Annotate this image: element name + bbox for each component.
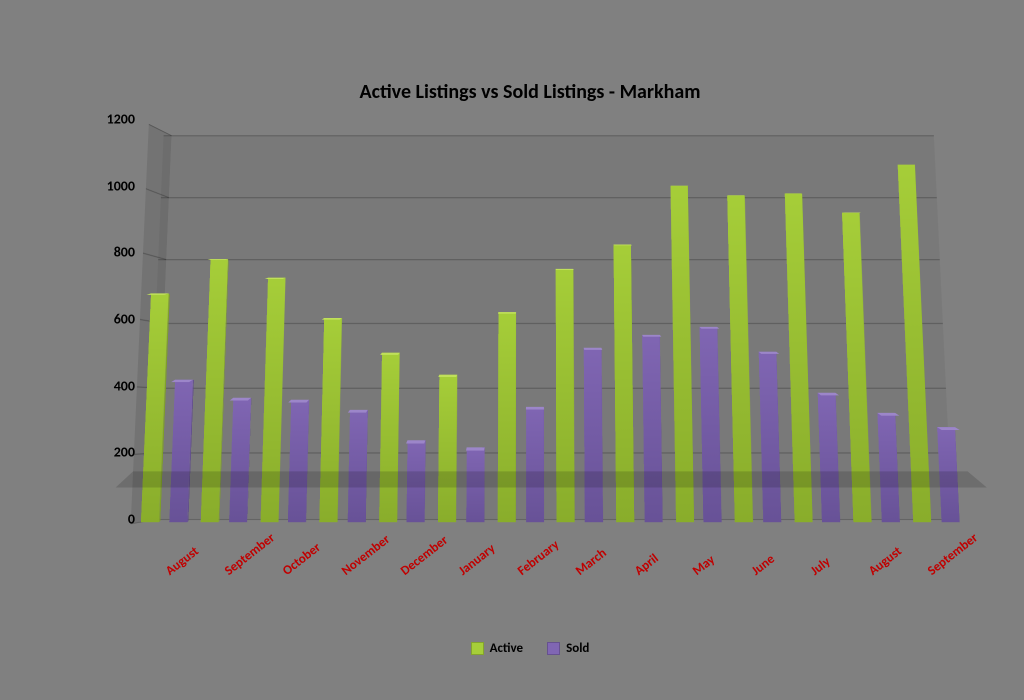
bar-sold [758, 351, 781, 522]
bar-sold [584, 348, 603, 522]
chart-container: Active Listings vs Sold Listings - Markh… [80, 60, 980, 680]
x-tick-label: July [808, 554, 833, 579]
x-axis-labels: AugustSeptemberOctoberNovemberDecemberJa… [140, 539, 960, 649]
y-tick-label: 600 [85, 311, 135, 328]
bar-active [497, 312, 516, 523]
x-tick-label: October [280, 540, 324, 579]
bar-sold [877, 413, 900, 522]
bar-sold [700, 327, 722, 523]
bar-sold [169, 380, 193, 523]
legend-swatch [547, 642, 560, 655]
bar-sold [229, 398, 251, 522]
chart-title: Active Listings vs Sold Listings - Markh… [80, 80, 980, 104]
x-tick-label: February [515, 537, 562, 578]
y-tick-label: 1200 [85, 111, 135, 128]
bar-active [438, 375, 457, 523]
bars-layer [131, 124, 970, 523]
x-tick-label: August [866, 544, 905, 579]
plot-area: 020040060080010001200 AugustSeptemberOct… [80, 119, 980, 559]
legend-label: Sold [566, 641, 589, 656]
y-axis-labels: 020040060080010001200 [80, 119, 135, 519]
bar-sold [288, 400, 309, 523]
legend-swatch [471, 642, 484, 655]
legend-item: Active [471, 641, 524, 656]
plot-3d-scene [131, 124, 970, 523]
bar-active [379, 353, 400, 522]
bar-sold [818, 393, 841, 522]
x-tick-label: March [573, 546, 610, 579]
legend-item: Sold [547, 641, 589, 656]
y-tick-label: 0 [85, 511, 135, 528]
x-tick-label: December [398, 533, 451, 579]
x-tick-label: April [632, 551, 662, 579]
x-tick-label: November [339, 532, 393, 579]
bar-active [141, 294, 169, 523]
legend: Active Sold [80, 638, 980, 657]
x-tick-label: June [749, 552, 778, 579]
x-tick-label: May [690, 552, 718, 578]
bar-active [897, 165, 931, 523]
bar-sold [642, 335, 663, 522]
y-tick-label: 200 [85, 444, 135, 461]
y-tick-label: 400 [85, 377, 135, 394]
x-tick-label: January [456, 541, 498, 579]
x-tick-label: September [222, 531, 278, 579]
x-tick-label: August [163, 544, 202, 579]
floor [116, 471, 987, 487]
bar-active [319, 318, 342, 522]
bar-sold [347, 410, 367, 522]
bar-sold [525, 407, 543, 523]
legend-label: Active [490, 641, 524, 656]
x-tick-label: September [925, 531, 981, 579]
y-tick-label: 800 [85, 244, 135, 261]
y-tick-label: 1000 [85, 177, 135, 194]
